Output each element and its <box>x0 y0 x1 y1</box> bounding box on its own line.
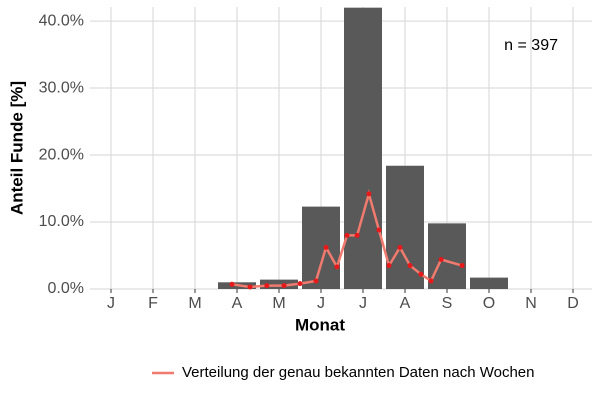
y-tick-label: 30.0% <box>39 79 84 96</box>
x-tick-label: O <box>483 295 495 312</box>
point <box>344 232 350 238</box>
point <box>247 284 253 290</box>
x-tick-label: A <box>400 295 411 312</box>
point <box>334 264 340 270</box>
point <box>313 278 319 284</box>
x-axis-title: Monat <box>295 315 345 334</box>
bar <box>344 7 382 289</box>
lines <box>229 189 465 290</box>
point <box>323 244 329 250</box>
x-tick-label: M <box>272 295 285 312</box>
point <box>264 283 270 289</box>
x-tick-label: J <box>107 295 115 312</box>
x-tick-label: D <box>567 295 579 312</box>
y-axis-title: Anteil Funde [%] <box>7 81 26 215</box>
point <box>397 244 403 250</box>
x-tick-label: F <box>148 295 158 312</box>
point <box>438 257 444 263</box>
bar <box>302 206 340 289</box>
point <box>418 271 424 277</box>
y-tick-label: 0.0% <box>48 280 84 297</box>
point <box>354 232 360 238</box>
point <box>229 281 235 287</box>
x-tick-label: J <box>359 295 367 312</box>
x-tick-label: A <box>232 295 243 312</box>
y-tick-label: 20.0% <box>39 146 84 163</box>
point <box>407 263 413 269</box>
x-tick-label: M <box>188 295 201 312</box>
x-tick-label: J <box>317 295 325 312</box>
point <box>297 281 303 287</box>
labels: 0.0% 10.0% 20.0% 30.0% 40.0% J F M A M J J A S O N D Vert… <box>39 12 579 381</box>
y-tick-label: 40.0% <box>39 12 84 29</box>
bars <box>218 7 508 289</box>
bar <box>386 165 424 289</box>
x-tick-label: S <box>442 295 453 312</box>
point <box>376 227 382 233</box>
point <box>386 263 392 269</box>
bar <box>428 223 466 289</box>
point <box>459 263 465 269</box>
point <box>428 278 434 284</box>
point <box>366 191 372 197</box>
bar <box>260 279 298 289</box>
x-tick-label: N <box>525 295 537 312</box>
bar <box>470 277 508 289</box>
point <box>281 283 287 289</box>
y-tick-label: 10.0% <box>39 213 84 230</box>
legend-label: Verteilung der genau bekannten Daten nac… <box>182 364 535 381</box>
